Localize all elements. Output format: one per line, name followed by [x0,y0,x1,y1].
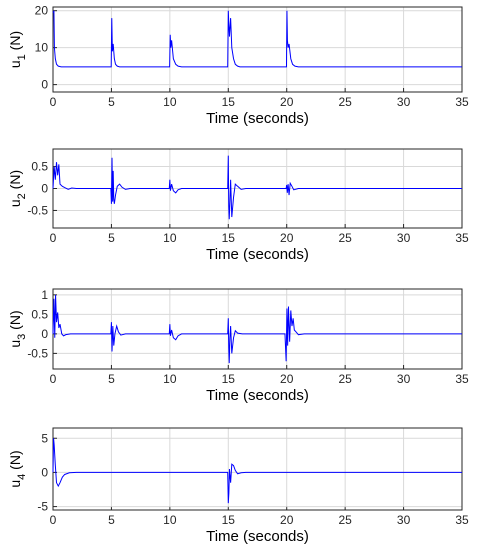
x-tick-label: 5 [108,231,115,245]
x-tick-label: 30 [397,372,411,386]
x-tick-label: 20 [280,372,294,386]
y-tick-label: 0.5 [31,160,48,174]
x-tick-label: 15 [222,95,236,109]
y-axis-label: u3 (N) [7,310,28,347]
x-tick-label: 30 [397,95,411,109]
x-tick-label: 25 [338,372,352,386]
x-tick-label: 15 [222,513,236,527]
x-tick-label: 10 [163,372,177,386]
y-tick-label: 20 [35,4,49,18]
x-tick-label: 10 [163,513,177,527]
y-tick-label: -0.5 [27,346,48,360]
x-tick-label: 5 [108,372,115,386]
y-axis-label: u1 (N) [7,31,28,68]
x-tick-label: 20 [280,95,294,109]
x-tick-label: 20 [280,513,294,527]
series-line-u1 [52,10,462,68]
x-tick-label: 30 [397,513,411,527]
x-axis-label: Time (seconds) [206,528,309,545]
y-tick-label: -0.5 [27,203,48,217]
x-axis-label: Time (seconds) [206,246,309,263]
y-tick-label: 0 [41,465,48,479]
x-tick-label: 10 [163,95,177,109]
series-line-u3 [52,294,462,364]
plot-area-u1 [52,6,463,93]
x-tick-label: 25 [338,513,352,527]
x-tick-label: 20 [280,231,294,245]
y-tick-label: 0.5 [31,307,48,321]
plot-area-u4 [52,427,463,511]
y-tick-label: 0 [41,78,48,92]
x-tick-label: 0 [50,372,57,386]
y-tick-label: 0 [41,182,48,196]
x-axis-label: Time (seconds) [206,110,309,127]
y-axis-label: u2 (N) [7,170,28,207]
x-tick-label: 5 [108,95,115,109]
x-tick-label: 0 [50,513,57,527]
x-tick-label: 15 [222,372,236,386]
series-line-u4 [52,438,462,504]
y-tick-label: 10 [35,41,49,55]
x-tick-label: 25 [338,95,352,109]
y-tick-label: -5 [37,500,48,514]
x-tick-label: 15 [222,231,236,245]
y-tick-label: 1 [41,288,48,302]
series-line-u2 [52,155,462,220]
y-tick-label: 0 [41,327,48,341]
plot-area-u3 [52,288,463,370]
x-tick-label: 25 [338,231,352,245]
x-tick-label: 35 [455,231,469,245]
x-tick-label: 35 [455,513,469,527]
y-tick-label: 5 [41,431,48,445]
x-tick-label: 0 [50,95,57,109]
x-tick-label: 30 [397,231,411,245]
x-tick-label: 35 [455,95,469,109]
x-tick-label: 10 [163,231,177,245]
x-tick-label: 5 [108,513,115,527]
axes-frame [52,6,463,93]
x-axis-label: Time (seconds) [206,387,309,404]
y-axis-label: u4 (N) [7,450,28,487]
x-tick-label: 0 [50,231,57,245]
x-tick-label: 35 [455,372,469,386]
